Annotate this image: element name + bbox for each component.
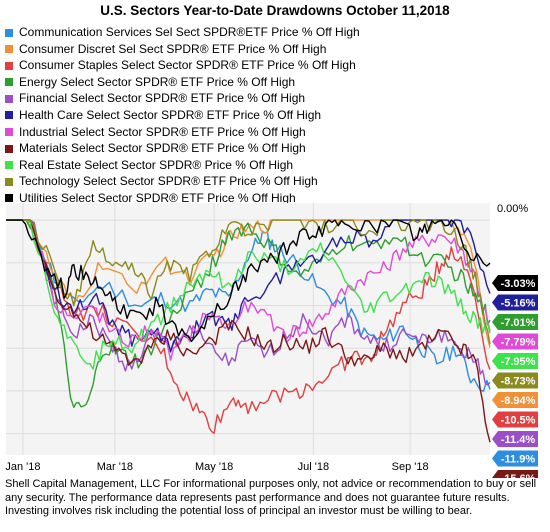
- end-value-label: -11.4%: [501, 434, 535, 446]
- legend-item: Health Care Select Sector SPDR® ETF Pric…: [5, 107, 360, 124]
- legend-item: Real Estate Select Sector SPDR® Price % …: [5, 157, 360, 174]
- legend-label: Financial Select Sector SPDR® ETF Price …: [19, 91, 306, 106]
- end-value-tag: [492, 450, 538, 467]
- end-value-label: -3.03%: [501, 278, 536, 290]
- legend-label: Materials Select Sector SPDR® ETF Price …: [19, 141, 306, 156]
- disclaimer-text: Shell Capital Management, LLC For inform…: [5, 478, 537, 517]
- legend-item: Technology Select Sector SPDR® ETF Price…: [5, 173, 360, 190]
- series-line: [6, 219, 491, 343]
- x-tick-label: May '18: [195, 461, 233, 473]
- chart-title: U.S. Sectors Year-to-Date Drawdowns Octo…: [100, 3, 450, 18]
- end-value-label: -8.73%: [501, 376, 536, 388]
- end-value-label: -15.6%: [501, 473, 536, 478]
- series-line: [6, 219, 491, 443]
- end-value-label: -11.9%: [501, 454, 535, 466]
- legend-swatch: [5, 161, 13, 170]
- legend-swatch: [5, 78, 13, 87]
- series-line: [6, 219, 491, 345]
- x-tick-label: Jul '18: [298, 461, 329, 473]
- end-value-tag: [492, 392, 538, 408]
- series-line: [6, 219, 491, 370]
- end-value-tag: [492, 353, 538, 369]
- end-value-label: -7.01%: [501, 317, 536, 329]
- legend-swatch: [5, 128, 13, 137]
- x-tick-label: Mar '18: [97, 461, 133, 473]
- end-value-tag: [492, 470, 538, 478]
- end-value-tag: [492, 372, 538, 389]
- chart-legend: Communication Services Sel Sect SPDR®ETF…: [5, 24, 360, 207]
- legend-item: Consumer Staples Select Sector SPDR® ETF…: [5, 57, 360, 74]
- legend-label: Energy Select Sector SPDR® ETF Price % O…: [19, 74, 296, 89]
- end-value-tag: [492, 294, 538, 311]
- legend-label: Industrial Select Sector SPDR® ETF Price…: [19, 124, 306, 139]
- x-tick-label: Jan '18: [5, 461, 40, 473]
- legend-swatch: [5, 45, 13, 54]
- legend-label: Consumer Discret Sel Sect SPDR® ETF Pric…: [19, 41, 327, 56]
- series-line: [6, 219, 491, 361]
- end-value-label: -8.94%: [501, 395, 536, 407]
- end-value-tag: [492, 431, 538, 447]
- legend-swatch: [5, 94, 13, 103]
- legend-swatch: [5, 177, 13, 186]
- legend-label: Technology Select Sector SPDR® ETF Price…: [19, 174, 318, 189]
- series-line: [6, 219, 491, 409]
- legend-label: Real Estate Select Sector SPDR® Price % …: [19, 157, 294, 172]
- legend-item: Energy Select Sector SPDR® ETF Price % O…: [5, 74, 360, 91]
- plot-area: Jan '18 Mar '18 May '18 Jul '18 Sep '18 0.00%…: [5, 203, 538, 478]
- y-axis-label: 0.00%: [497, 203, 528, 215]
- end-value-label: -7.95%: [501, 356, 536, 368]
- end-value-label: -7.79%: [501, 337, 536, 349]
- series-line: [6, 219, 491, 434]
- x-tick-label: Sep '18: [392, 461, 429, 473]
- end-value-tag: [492, 314, 538, 330]
- legend-swatch: [5, 111, 13, 120]
- series-line: [6, 219, 491, 386]
- end-value-label: -10.5%: [501, 415, 536, 427]
- end-value-tag: [492, 333, 538, 350]
- legend-label: Consumer Staples Select Sector SPDR® ETF…: [19, 58, 356, 73]
- end-value-label: -5.16%: [501, 298, 536, 310]
- legend-item: Utilities Select Sector SPDR® ETF Price …: [5, 190, 360, 207]
- legend-swatch: [5, 144, 13, 153]
- legend-label: Communication Services Sel Sect SPDR®ETF…: [19, 25, 360, 39]
- legend-label: Health Care Select Sector SPDR® ETF Pric…: [19, 107, 322, 122]
- legend-item: Communication Services Sel Sect SPDR®ETF…: [5, 24, 360, 41]
- legend-item: Consumer Discret Sel Sect SPDR® ETF Pric…: [5, 41, 360, 58]
- legend-item: Industrial Select Sector SPDR® ETF Price…: [5, 124, 360, 141]
- legend-item: Materials Select Sector SPDR® ETF Price …: [5, 140, 360, 157]
- legend-swatch: [5, 194, 13, 203]
- legend-label: Utilities Select Sector SPDR® ETF Price …: [19, 190, 296, 205]
- legend-item: Financial Select Sector SPDR® ETF Price …: [5, 90, 360, 107]
- legend-swatch: [5, 61, 13, 70]
- legend-swatch: [5, 28, 13, 37]
- end-value-tag: [492, 411, 538, 428]
- end-value-tag: [492, 275, 538, 291]
